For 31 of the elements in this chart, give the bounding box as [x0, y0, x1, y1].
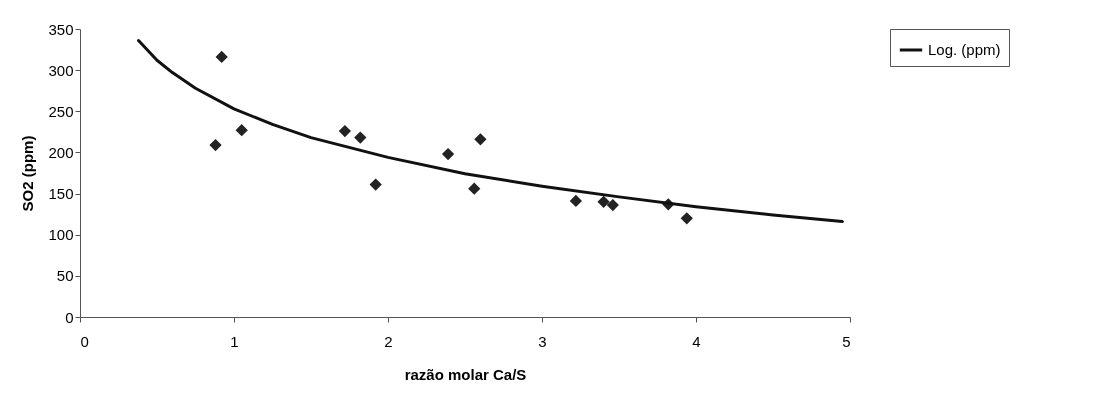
point [338, 124, 351, 138]
y-tick-label: 300 [48, 61, 74, 79]
point [606, 198, 619, 212]
point [369, 178, 382, 191]
y-axis-title: SO2 (ppm) [19, 135, 37, 212]
point [235, 124, 248, 137]
y-tick-label: 250 [48, 102, 74, 120]
y-tick-label: 200 [48, 143, 74, 161]
y-tick-label: 350 [48, 20, 74, 38]
x-tick-label: 3 [538, 332, 547, 350]
x-axis-title: razão molar Ca/S [404, 365, 527, 383]
point [680, 212, 693, 225]
point [354, 131, 367, 144]
y-tick-label: 150 [48, 185, 74, 203]
point [441, 147, 455, 161]
y-tick-label: 0 [65, 308, 74, 326]
x-tick-label: 2 [384, 332, 393, 350]
x-tick-label: 5 [842, 332, 851, 350]
x-tick-label: 1 [230, 332, 239, 350]
point [468, 182, 481, 195]
y-tick-label: 50 [56, 267, 74, 285]
y-tick-label: 100 [48, 226, 74, 244]
point [474, 133, 487, 146]
point [569, 194, 582, 208]
legend-label: Log. (ppm) [928, 41, 1001, 58]
point [597, 195, 610, 208]
line-series [137, 39, 844, 224]
point [209, 138, 222, 152]
x-tick-label: 4 [692, 332, 701, 350]
point [215, 50, 228, 64]
x-tick-label: 0 [80, 332, 89, 350]
